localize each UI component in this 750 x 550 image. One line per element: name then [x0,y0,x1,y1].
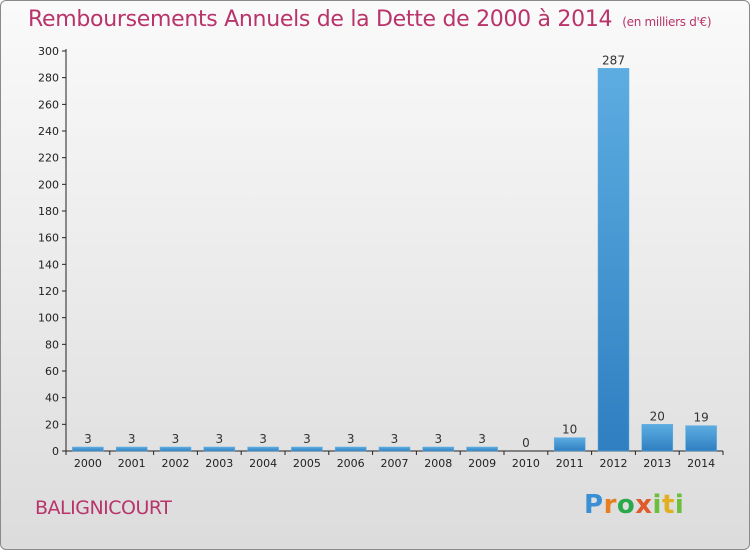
value-label: 3 [259,432,267,446]
axes: 0204060801001201401601802002202402602803… [38,45,724,458]
value-label: 3 [84,432,92,446]
x-tick-label: 2002 [162,457,190,470]
data-labels: 2000320013200232003320043200532006320073… [74,53,715,470]
bar-2014 [685,425,717,452]
logo-letter: x [635,490,653,520]
value-label: 19 [693,411,708,425]
value-label: 3 [347,432,355,446]
y-tick-label: 40 [45,392,59,405]
logo-letter: i [674,490,685,520]
bar-2011 [553,437,586,452]
logo-letter: i [652,490,662,520]
chart-title: Remboursements Annuels de la Dette de 20… [28,7,712,32]
y-tick-label: 100 [38,312,59,325]
chart-subtitle: (en milliers d'€) [622,15,712,29]
bar-2009 [466,446,498,452]
value-label: 3 [303,432,311,446]
y-tick-label: 0 [52,445,59,458]
y-tick-label: 220 [38,152,59,165]
bar-2007 [378,446,411,452]
x-tick-label: 2000 [74,457,102,470]
logo-letter: t [661,490,675,520]
y-tick-label: 260 [38,98,59,111]
bar-2008 [422,446,455,452]
commune-name: BALIGNICOURT [35,497,172,519]
x-tick-label: 2012 [600,457,628,470]
y-tick-label: 140 [38,258,59,271]
value-label: 3 [434,432,442,446]
bar-2001 [115,446,148,452]
y-tick-label: 20 [45,418,59,431]
x-tick-label: 2009 [468,457,496,470]
y-tick-label: 60 [45,365,59,378]
x-tick-label: 2007 [381,457,409,470]
value-label: 3 [478,432,486,446]
bar-2012 [597,68,630,452]
value-label: 3 [215,432,223,446]
y-tick-label: 160 [38,232,59,245]
value-label: 3 [172,432,180,446]
x-tick-label: 2008 [424,457,452,470]
y-tick-label: 200 [38,178,59,191]
bar-2006 [334,446,367,452]
x-tick-label: 2004 [249,457,277,470]
bar-2000 [72,446,104,452]
value-label: 0 [522,436,530,450]
y-tick-label: 120 [38,285,59,298]
logo-letter: r [603,490,617,520]
bar-2003 [203,446,236,452]
bar-2005 [291,446,323,452]
logo-letter: P [584,490,604,520]
x-tick-label: 2003 [205,457,233,470]
proxiti-logo: Proxiti [584,490,684,520]
bars [72,68,717,452]
x-tick-label: 2005 [293,457,321,470]
value-label: 287 [602,53,625,67]
value-label: 10 [562,423,577,437]
y-tick-label: 80 [45,338,59,351]
x-tick-label: 2006 [337,457,365,470]
logo-letter: o [616,490,636,520]
x-tick-label: 2001 [118,457,146,470]
value-label: 20 [650,409,665,423]
bar-2004 [247,446,279,452]
x-tick-label: 2011 [556,457,584,470]
y-tick-label: 280 [38,72,59,85]
x-tick-label: 2014 [687,457,715,470]
bar-2002 [159,446,192,452]
y-tick-label: 300 [38,45,59,58]
x-tick-label: 2013 [643,457,671,470]
title-text: Remboursements Annuels de la Dette de 20… [28,7,613,32]
y-tick-label: 180 [38,205,59,218]
value-label: 3 [391,432,399,446]
x-tick-label: 2010 [512,457,540,470]
bar-2013 [641,424,674,452]
y-tick-label: 240 [38,125,59,138]
value-label: 3 [128,432,136,446]
